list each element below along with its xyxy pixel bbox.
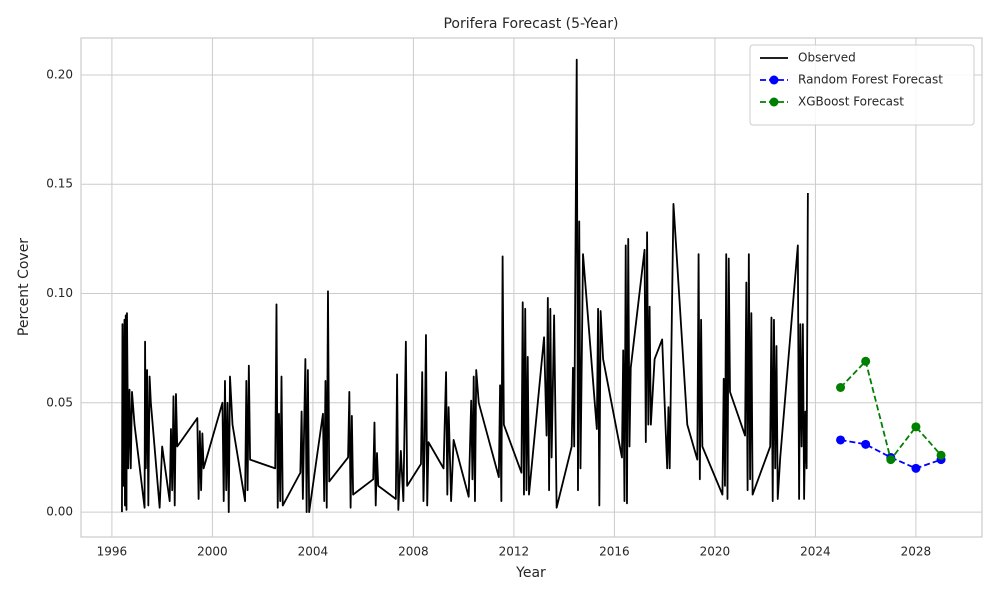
x-tick-label: 2004 bbox=[298, 545, 329, 559]
x-tick-label: 2020 bbox=[700, 545, 731, 559]
point-marker bbox=[911, 463, 921, 473]
x-tick-label: 2000 bbox=[197, 545, 228, 559]
y-tick-label: 0.10 bbox=[46, 286, 73, 300]
x-axis-label: Year bbox=[515, 565, 546, 581]
y-tick-label: 0.00 bbox=[46, 505, 73, 519]
chart-title: Porifera Forecast (5-Year) bbox=[443, 16, 618, 32]
point-marker bbox=[861, 356, 871, 366]
legend-label: Observed bbox=[798, 51, 856, 65]
point-marker bbox=[886, 455, 896, 465]
legend-marker bbox=[769, 75, 779, 85]
x-tick-label: 2008 bbox=[398, 545, 429, 559]
x-tick-label: 2028 bbox=[901, 545, 932, 559]
x-tick-label: 2012 bbox=[499, 545, 530, 559]
point-marker bbox=[936, 450, 946, 460]
legend-marker bbox=[769, 97, 779, 107]
point-marker bbox=[861, 439, 871, 449]
point-marker bbox=[836, 435, 846, 445]
point-marker bbox=[836, 382, 846, 392]
x-tick-label: 1996 bbox=[97, 545, 128, 559]
y-tick-label: 0.20 bbox=[46, 67, 73, 81]
y-tick-label: 0.05 bbox=[46, 395, 73, 409]
x-tick-label: 2016 bbox=[599, 545, 630, 559]
legend: Observed Random Forest Forecast XGBoost Fo… bbox=[749, 44, 975, 126]
legend-label: Random Forest Forecast bbox=[798, 73, 943, 87]
point-marker bbox=[911, 422, 921, 432]
plot-frame bbox=[80, 37, 983, 538]
legend-label: XGBoost Forecast bbox=[798, 95, 904, 109]
legend-box bbox=[749, 44, 975, 126]
series-line bbox=[840, 439, 942, 470]
y-tick-label: 0.15 bbox=[46, 177, 73, 191]
x-tick-label: 2024 bbox=[800, 545, 831, 559]
y-axis-label: Percent Cover bbox=[16, 238, 32, 336]
series-line bbox=[121, 58, 809, 513]
